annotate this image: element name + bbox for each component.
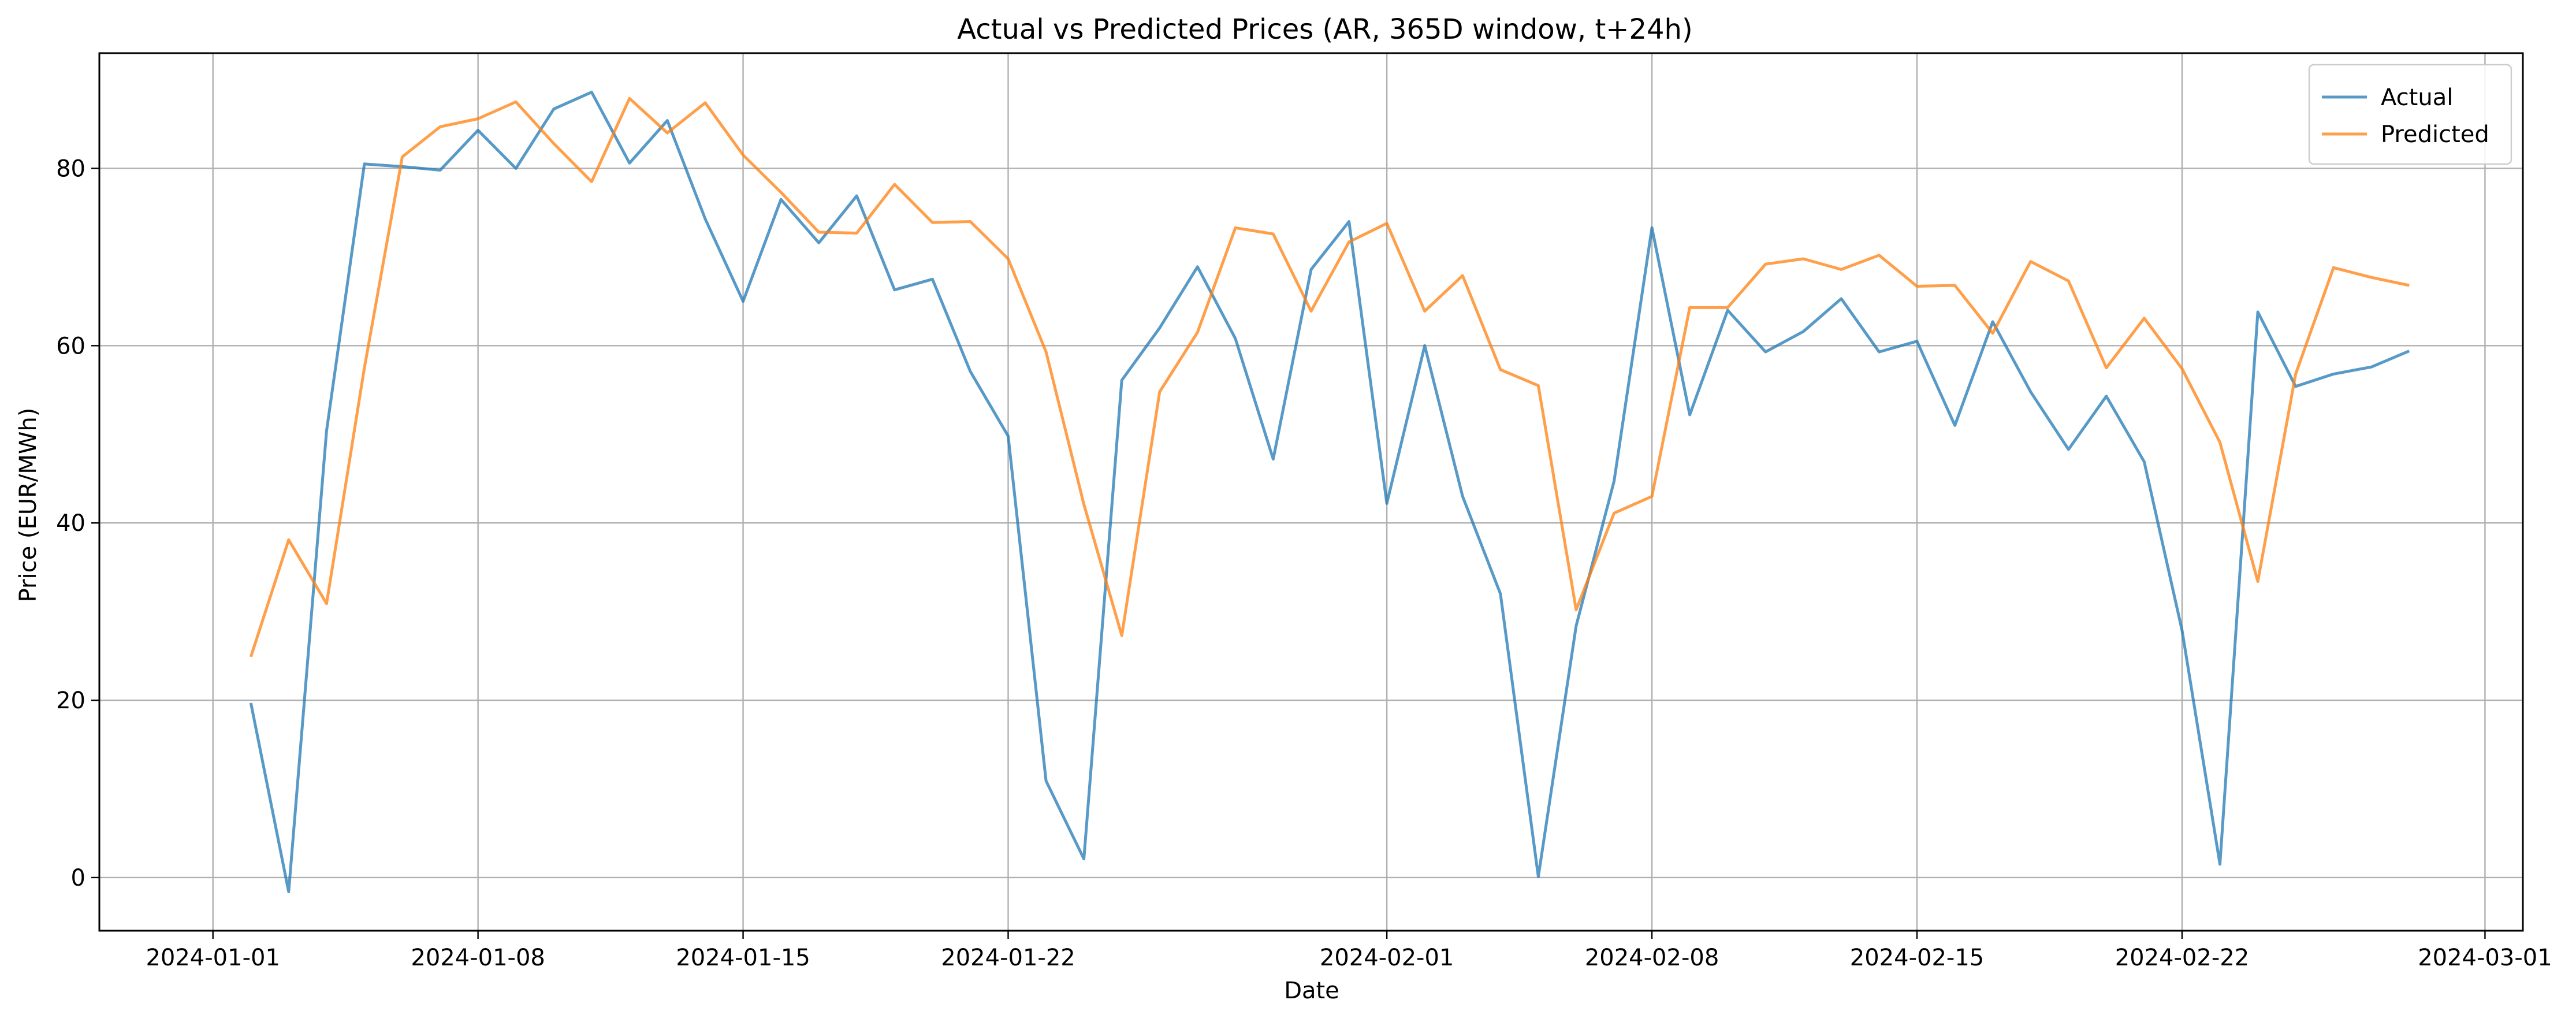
y-axis-ticks: 0 20 40 60 80 <box>56 155 99 891</box>
x-tick-label: 2024-01-22 <box>941 945 1075 971</box>
x-tick-label: 2024-01-01 <box>146 945 280 971</box>
legend-box <box>2308 64 2512 165</box>
x-axis-label: Date <box>1284 978 1339 1004</box>
x-tick-label: 2024-02-01 <box>1320 945 1454 971</box>
x-tick-label: 2024-02-15 <box>1850 945 1984 971</box>
y-tick-label: 40 <box>56 510 85 537</box>
y-tick-label: 0 <box>71 865 85 891</box>
x-tick-label: 2024-03-01 <box>2418 945 2552 971</box>
x-tick-label: 2024-01-15 <box>676 945 810 971</box>
chart-title: Actual vs Predicted Prices (AR, 365D win… <box>957 13 1692 46</box>
y-tick-label: 20 <box>56 687 85 714</box>
legend-label-actual: Actual <box>2381 84 2453 111</box>
plot-area-frame <box>98 52 2524 932</box>
x-tick-label: 2024-01-08 <box>411 945 545 971</box>
y-axis-label: Price (EUR/MWh) <box>15 408 42 603</box>
series-layer <box>249 91 2410 893</box>
x-tick-label: 2024-02-08 <box>1585 945 1719 971</box>
series-line-actual <box>249 91 2410 893</box>
y-tick-label: 80 <box>56 155 85 182</box>
legend: Actual Predicted <box>2308 64 2512 165</box>
legend-label-predicted: Predicted <box>2381 121 2489 148</box>
x-axis-ticks: 2024-01-01 2024-01-08 2024-01-15 2024-01-22… <box>146 931 2552 971</box>
x-tick-label: 2024-02-22 <box>2115 945 2249 971</box>
grid-lines <box>99 53 2523 931</box>
y-tick-label: 60 <box>56 333 85 359</box>
series-line-predicted <box>249 96 2410 657</box>
